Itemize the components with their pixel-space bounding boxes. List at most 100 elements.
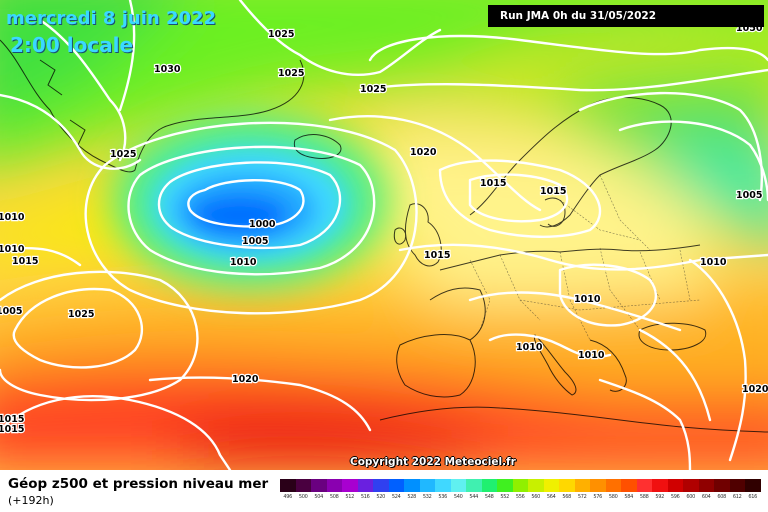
legend-value: 564 (546, 494, 556, 500)
legend-swatch (373, 479, 389, 492)
pressure-label: 1015 (480, 178, 506, 189)
legend-value: 524 (391, 494, 401, 500)
legend-entry: 564 (543, 479, 559, 500)
legend-swatch (559, 479, 575, 492)
legend-entry: 540 (450, 479, 466, 500)
legend-swatch (295, 479, 311, 492)
pressure-label: 1010 (0, 212, 25, 223)
pressure-label-low: 1000 (249, 219, 276, 230)
legend-swatch (512, 479, 528, 492)
pressure-label: 1025 (68, 309, 94, 320)
legend-value: 500 (298, 494, 308, 500)
legend-entry: 616 (745, 479, 761, 500)
legend-value: 616 (748, 494, 758, 500)
legend-swatch (605, 479, 621, 492)
legend-value: 528 (407, 494, 417, 500)
legend-entry: 612 (729, 479, 745, 500)
legend-value: 592 (655, 494, 665, 500)
color-legend: 496 500 504 508 512 516 520 524 528 532 536 540 544 5… (280, 479, 761, 500)
legend-entry: 520 (373, 479, 389, 500)
legend-value: 496 (283, 494, 293, 500)
isobar-1010 (127, 145, 376, 276)
pressure-label: 1025 (360, 84, 386, 95)
pressure-label: 1010 (230, 257, 257, 268)
pressure-label: 1010 (516, 342, 543, 353)
legend-swatch (528, 479, 544, 492)
legend-swatch (652, 479, 668, 492)
legend-value: 604 (701, 494, 711, 500)
pressure-label: 1005 (736, 190, 762, 201)
legend-swatch (326, 479, 342, 492)
legend-value: 580 (608, 494, 618, 500)
legend-value: 568 (562, 494, 572, 500)
legend-value: 596 (670, 494, 680, 500)
legend-value: 600 (686, 494, 696, 500)
legend-entry: 500 (295, 479, 311, 500)
pressure-label: 1010 (578, 350, 605, 361)
legend-entry: 596 (667, 479, 683, 500)
legend-entry: 512 (342, 479, 358, 500)
legend-value: 512 (345, 494, 355, 500)
legend-value: 612 (732, 494, 742, 500)
pressure-label: 1010 (0, 244, 25, 255)
legend-swatch (729, 479, 745, 492)
legend-swatch (543, 479, 559, 492)
legend-value: 572 (577, 494, 587, 500)
legend-entry: 608 (714, 479, 730, 500)
legend-swatch (435, 479, 451, 492)
legend-swatch (667, 479, 683, 492)
map-title: Géop z500 et pression niveau mer (8, 476, 269, 492)
legend-entry: 584 (621, 479, 637, 500)
map-canvas: 1025 1025 1030 1025 1025 1020 1015 1015 … (0, 0, 768, 470)
legend-swatch (497, 479, 513, 492)
pressure-label: 1015 (424, 250, 450, 261)
legend-entry: 548 (481, 479, 497, 500)
pressure-label: 1015 (540, 186, 566, 197)
legend-entry: 532 (419, 479, 435, 500)
legend-entry: 552 (497, 479, 513, 500)
legend-value: 532 (422, 494, 432, 500)
legend-swatch (574, 479, 590, 492)
pressure-label: 1015 (0, 414, 24, 425)
legend-swatch (481, 479, 497, 492)
legend-value: 508 (329, 494, 339, 500)
legend-value: 504 (314, 494, 324, 500)
forecast-range: (+192h) (8, 494, 54, 507)
legend-swatch (342, 479, 358, 492)
legend-value: 584 (624, 494, 634, 500)
legend-entry: 576 (590, 479, 606, 500)
legend-entry: 528 (404, 479, 420, 500)
legend-entry: 604 (698, 479, 714, 500)
isobars (0, 0, 768, 470)
legend-value: 548 (484, 494, 494, 500)
legend-entry: 560 (528, 479, 544, 500)
legend-swatch (404, 479, 420, 492)
pressure-label: 1030 (154, 64, 181, 75)
pressure-label: 1025 (110, 149, 136, 160)
forecast-date: mercredi 8 juin 2022 (6, 8, 217, 29)
run-info: Run JMA 0h du 31/05/2022 (488, 5, 764, 27)
pressure-label: 1010 (574, 294, 601, 305)
legend-value: 556 (515, 494, 525, 500)
pressure-label: 1025 (268, 29, 294, 40)
legend-swatch (683, 479, 699, 492)
legend-entry: 580 (605, 479, 621, 500)
pressure-labels: 1025 1025 1030 1025 1025 1020 1015 1015 … (0, 22, 768, 436)
legend-swatch (745, 479, 761, 492)
legend-value: 560 (531, 494, 541, 500)
legend-value: 544 (469, 494, 479, 500)
legend-value: 520 (376, 494, 386, 500)
legend-entry: 556 (512, 479, 528, 500)
legend-swatch (590, 479, 606, 492)
legend-entry: 592 (652, 479, 668, 500)
legend-swatch (280, 479, 296, 492)
pressure-label: 1020 (232, 374, 259, 385)
legend-swatch (698, 479, 714, 492)
legend-entry: 524 (388, 479, 404, 500)
isobar-1005 (157, 161, 342, 250)
legend-swatch (388, 479, 404, 492)
borders (469, 174, 701, 341)
pressure-label: 1015 (0, 424, 24, 435)
legend-value: 608 (717, 494, 727, 500)
legend-swatch (311, 479, 327, 492)
